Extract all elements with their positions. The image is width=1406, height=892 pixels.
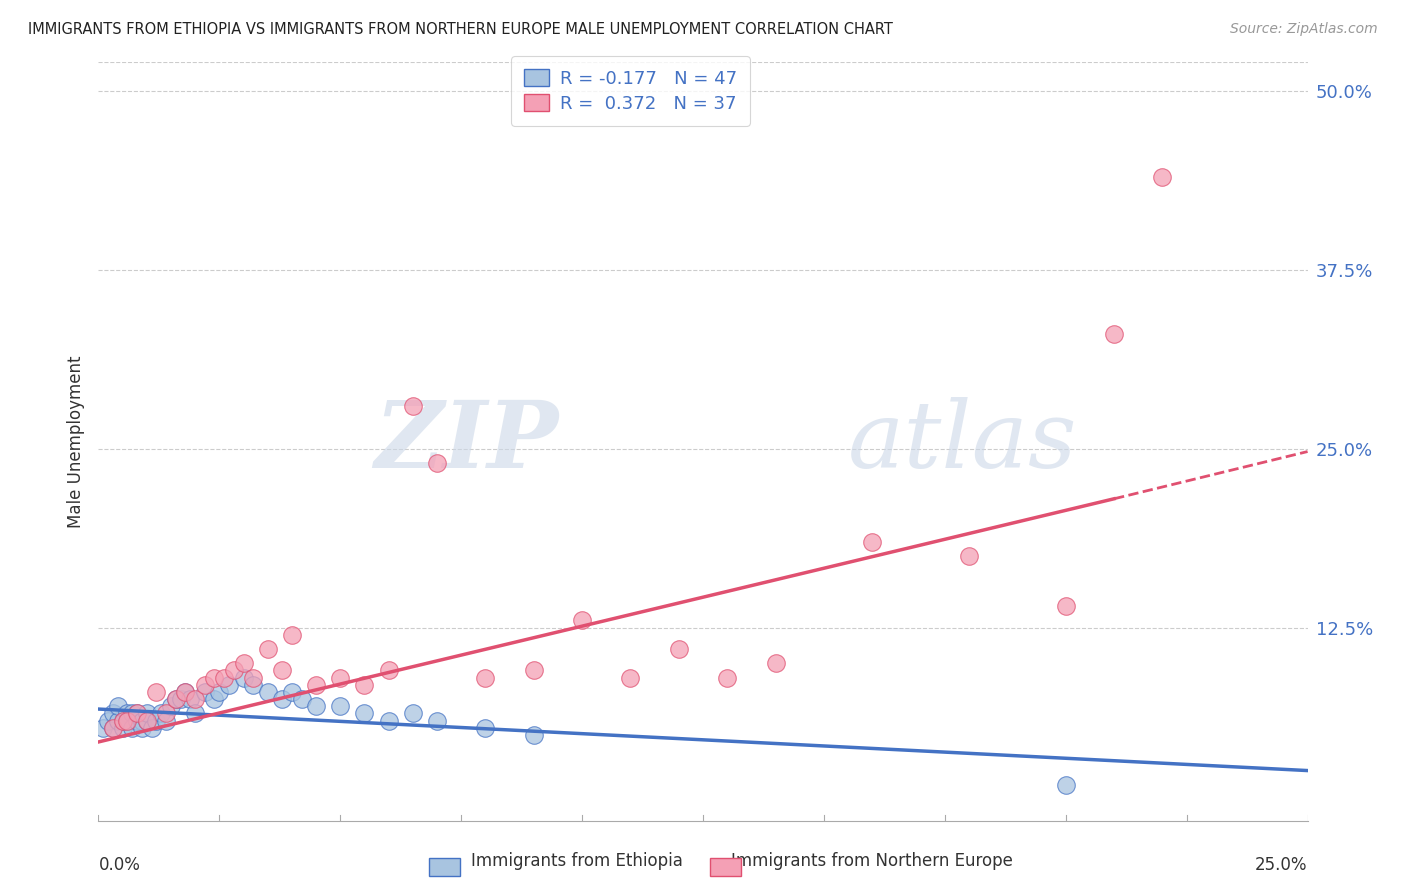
Point — [127, 706, 149, 721]
Point — [232, 671, 254, 685]
Point — [101, 706, 124, 721]
Point — [474, 721, 496, 735]
Point — [377, 714, 399, 728]
Text: Immigrants from Ethiopia: Immigrants from Ethiopia — [471, 852, 682, 870]
Point — [329, 699, 352, 714]
Point — [765, 657, 787, 671]
Point — [668, 642, 690, 657]
Point — [474, 671, 496, 685]
Point — [271, 664, 294, 678]
Point — [208, 685, 231, 699]
Point — [117, 714, 139, 728]
Point — [111, 714, 134, 728]
Point — [1054, 778, 1077, 792]
Point — [135, 714, 157, 728]
Point — [107, 699, 129, 714]
Point — [111, 714, 134, 728]
Point — [160, 699, 183, 714]
Point — [290, 692, 312, 706]
Point — [135, 714, 157, 728]
Point — [212, 671, 235, 685]
Y-axis label: Male Unemployment: Male Unemployment — [66, 355, 84, 528]
Point — [174, 685, 197, 699]
Point — [155, 706, 177, 721]
Point — [571, 613, 593, 627]
Point — [1152, 169, 1174, 184]
Text: IMMIGRANTS FROM ETHIOPIA VS IMMIGRANTS FROM NORTHERN EUROPE MALE UNEMPLOYMENT CO: IMMIGRANTS FROM ETHIOPIA VS IMMIGRANTS F… — [28, 22, 893, 37]
Point — [242, 678, 264, 692]
Text: Source: ZipAtlas.com: Source: ZipAtlas.com — [1230, 22, 1378, 37]
Text: atlas: atlas — [848, 397, 1077, 486]
Point — [218, 678, 240, 692]
Point — [117, 714, 139, 728]
Point — [145, 714, 167, 728]
Point — [145, 685, 167, 699]
Point — [402, 399, 425, 413]
Point — [957, 549, 980, 563]
Text: ZIP: ZIP — [374, 397, 558, 486]
Point — [523, 728, 546, 742]
Point — [1102, 327, 1125, 342]
Point — [426, 456, 449, 470]
Point — [169, 692, 191, 706]
Point — [256, 642, 278, 657]
Point — [107, 714, 129, 728]
Point — [165, 692, 187, 706]
Point — [111, 721, 134, 735]
Point — [150, 706, 173, 721]
Point — [117, 706, 139, 721]
Point — [271, 692, 294, 706]
Point — [619, 671, 641, 685]
Point — [353, 706, 375, 721]
Point — [121, 706, 143, 721]
Point — [97, 714, 120, 728]
Point — [716, 671, 738, 685]
Point — [101, 721, 124, 735]
Point — [232, 657, 254, 671]
Point — [127, 706, 149, 721]
Point — [155, 714, 177, 728]
Legend: R = -0.177   N = 47, R =  0.372   N = 37: R = -0.177 N = 47, R = 0.372 N = 37 — [512, 56, 749, 126]
Point — [184, 692, 207, 706]
Point — [179, 692, 201, 706]
Point — [121, 721, 143, 735]
Point — [194, 678, 217, 692]
Point — [91, 721, 114, 735]
Point — [131, 721, 153, 735]
Point — [174, 685, 197, 699]
Point — [194, 685, 217, 699]
Point — [377, 664, 399, 678]
Point — [131, 714, 153, 728]
Point — [204, 671, 226, 685]
Point — [256, 685, 278, 699]
Point — [860, 534, 883, 549]
Point — [523, 664, 546, 678]
Text: 25.0%: 25.0% — [1256, 856, 1308, 874]
Point — [135, 706, 157, 721]
Text: Immigrants from Northern Europe: Immigrants from Northern Europe — [731, 852, 1012, 870]
Point — [242, 671, 264, 685]
Point — [426, 714, 449, 728]
Point — [165, 692, 187, 706]
Point — [402, 706, 425, 721]
Point — [101, 721, 124, 735]
Point — [1054, 599, 1077, 613]
Point — [305, 699, 328, 714]
Point — [329, 671, 352, 685]
Point — [305, 678, 328, 692]
Point — [353, 678, 375, 692]
Point — [204, 692, 226, 706]
Text: 0.0%: 0.0% — [98, 856, 141, 874]
Point — [184, 706, 207, 721]
Point — [281, 628, 304, 642]
Point — [222, 664, 245, 678]
Point — [281, 685, 304, 699]
Point — [141, 721, 163, 735]
Point — [127, 714, 149, 728]
